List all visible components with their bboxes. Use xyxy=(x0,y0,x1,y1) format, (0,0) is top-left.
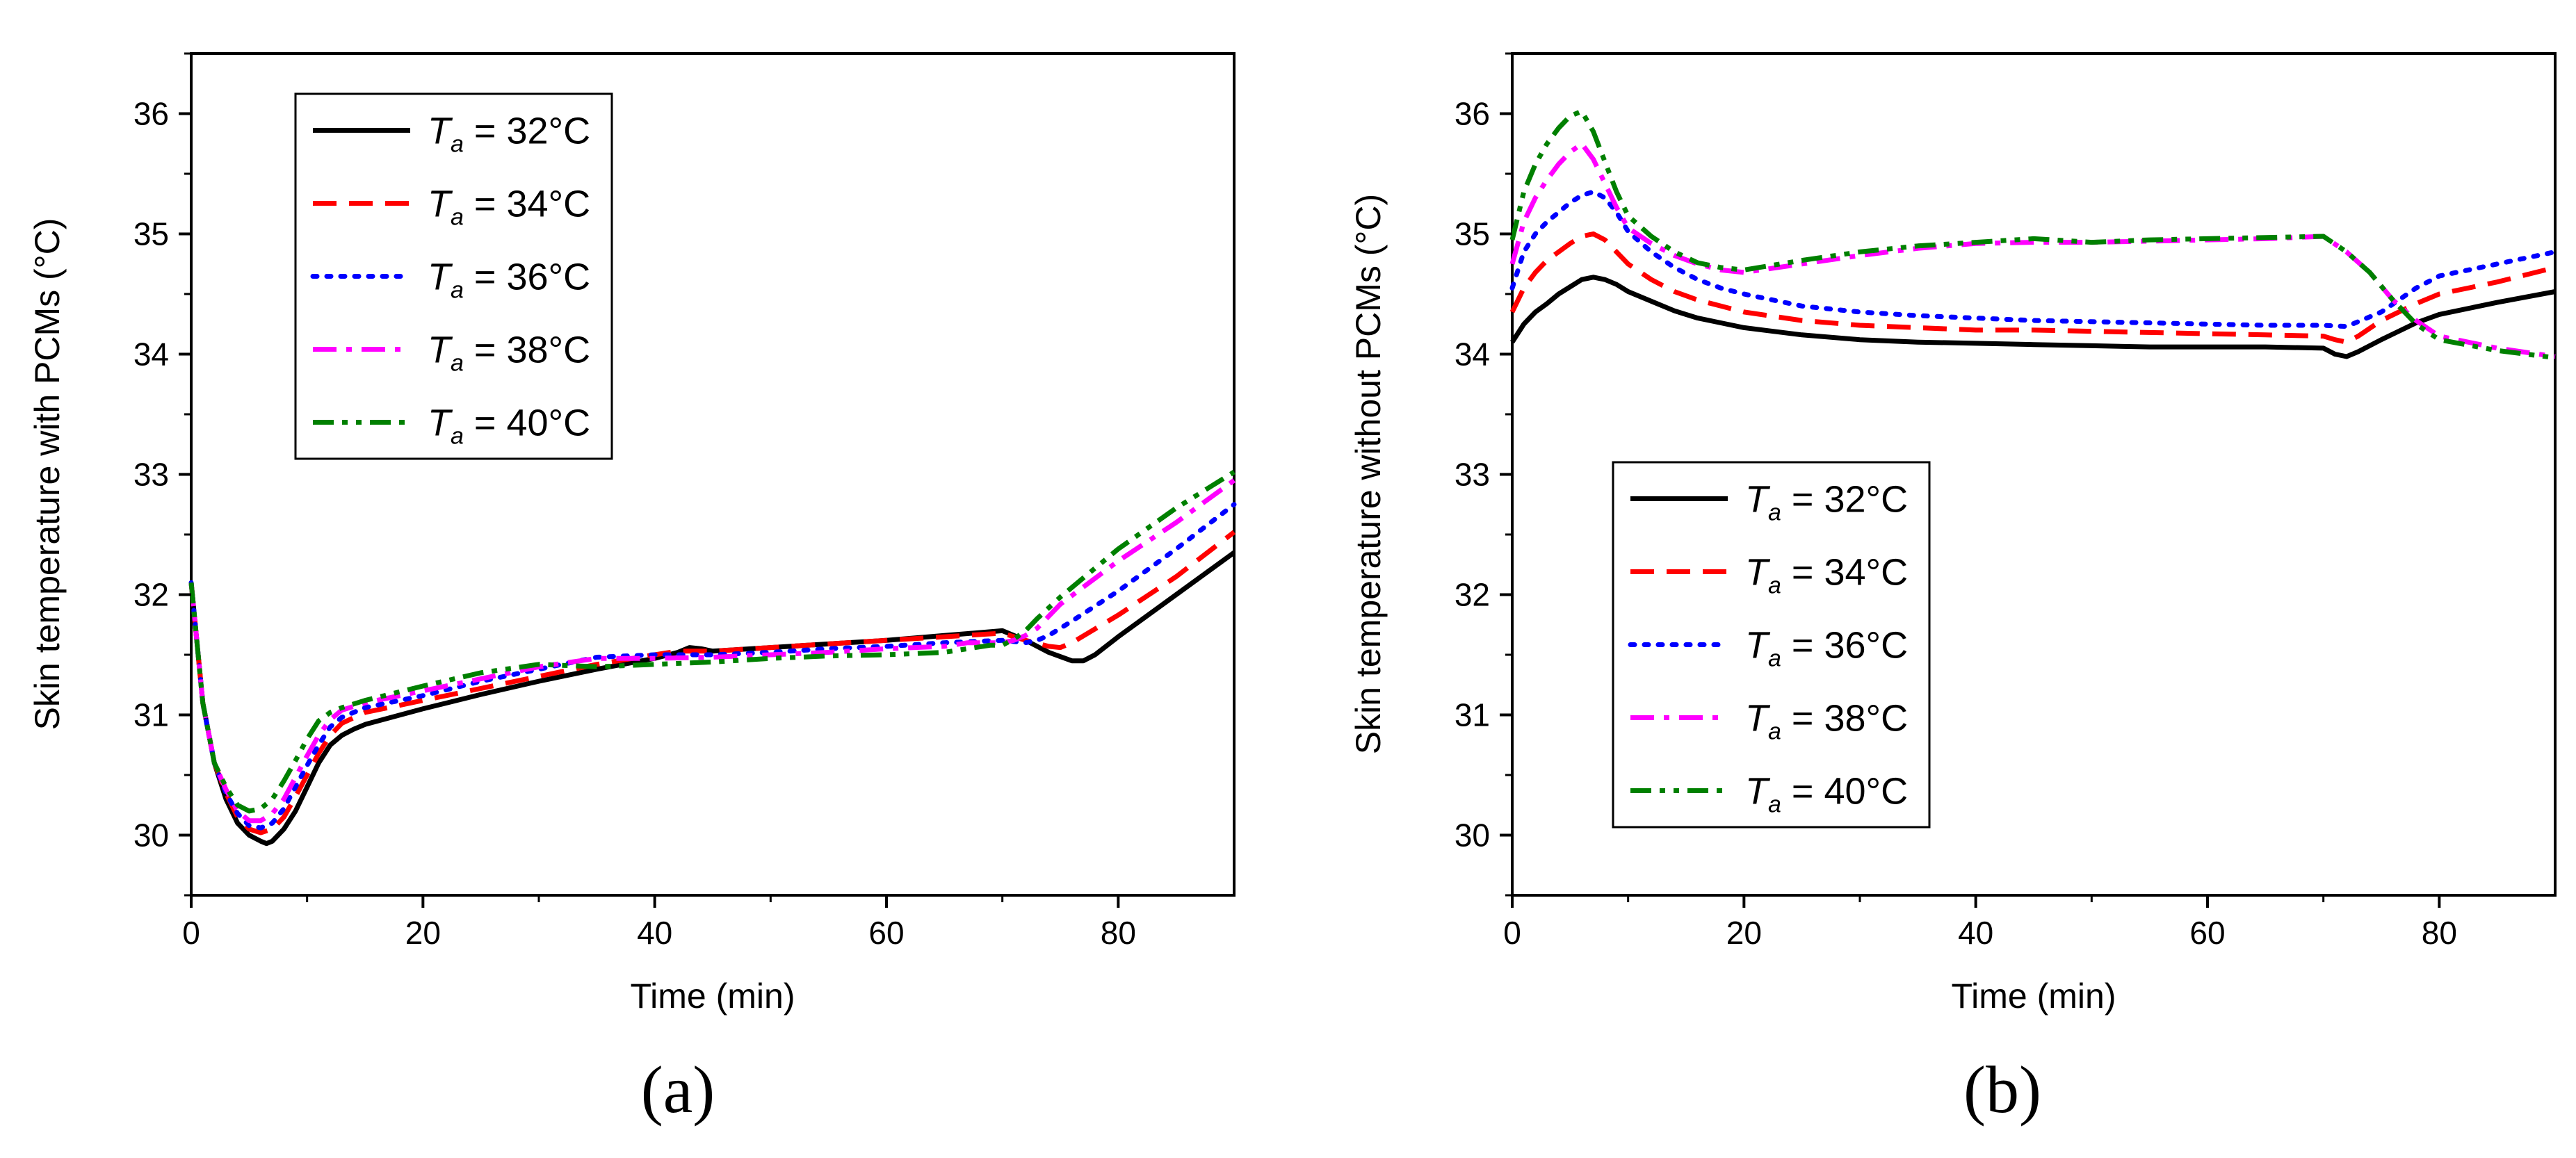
panel-b-x-tick-label: 40 xyxy=(1958,915,1993,951)
panel-b-legend-label-36: Ta = 36°C xyxy=(1745,625,1908,672)
panel-b-legend-label-38: Ta = 38°C xyxy=(1745,698,1908,745)
panel-b-legend-label-40: Ta = 40°C xyxy=(1745,771,1908,818)
panel-b-legend-label-32: Ta = 32°C xyxy=(1745,479,1908,526)
panel-b-y-tick-label: 31 xyxy=(1455,697,1490,733)
panel-a-series-group xyxy=(188,470,1237,847)
legend-subscript: a xyxy=(451,131,464,158)
legend-subscript: a xyxy=(1768,792,1781,818)
panel-a-y-tick-label: 34 xyxy=(133,336,169,373)
panel-a-x-tick-label: 40 xyxy=(637,915,672,951)
panel-a-y-tick-label: 32 xyxy=(133,577,169,613)
panel-a-legend: Ta = 32°CTa = 34°CTa = 36°CTa = 38°CTa =… xyxy=(294,92,613,460)
legend-symbol: T xyxy=(428,329,453,371)
legend-subscript: a xyxy=(451,204,464,231)
legend-value: = 32°C xyxy=(464,111,590,152)
panel-a-y-tick-label: 33 xyxy=(133,457,169,493)
panel-b-y-tick-label: 35 xyxy=(1455,216,1490,252)
panel-a-series-line-34 xyxy=(188,530,1236,835)
legend-subscript: a xyxy=(451,423,464,450)
panel-b-series-line-34 xyxy=(1509,231,2556,345)
legend-subscript: a xyxy=(1768,573,1781,599)
legend-symbol: T xyxy=(428,402,453,444)
legend-value: = 38°C xyxy=(1781,698,1908,740)
legend-symbol: T xyxy=(428,184,453,225)
legend-subscript: a xyxy=(1768,719,1781,745)
legend-value: = 36°C xyxy=(464,256,590,298)
panel-a-y-axis-title: Skin temperature with PCMs (°C) xyxy=(28,218,67,731)
panel-a-series-line-32 xyxy=(188,551,1236,847)
panel-b-series-line-40 xyxy=(1509,108,2556,361)
panel-a-legend-label-36: Ta = 36°C xyxy=(428,256,590,304)
panel-a-x-axis-title: Time (min) xyxy=(630,977,795,1016)
legend-subscript: a xyxy=(1768,500,1781,526)
legend-value: = 40°C xyxy=(464,402,590,444)
legend-symbol: T xyxy=(428,256,453,298)
panel-b-series-line-32 xyxy=(1510,275,2556,359)
panel-a-x-tick-label: 80 xyxy=(1101,915,1136,951)
panel-b-x-tick-label: 80 xyxy=(2422,915,2457,951)
panel-a-ticks: 0 20 40 60 80 30 31 32 33 34 35 36 xyxy=(133,52,1136,951)
panel-a-y-tick-label: 30 xyxy=(133,817,169,854)
panel-b-chart: 0 20 40 60 80 30 31 32 33 34 35 36 Time (min) Skin … xyxy=(1349,52,2558,1127)
panel-a-legend-label-40: Ta = 40°C xyxy=(428,402,590,450)
panel-b-series-line-36 xyxy=(1509,189,2558,329)
legend-subscript: a xyxy=(451,350,464,377)
panel-b-series-group xyxy=(1509,108,2558,361)
panel-a-chart: 0 20 40 60 80 30 31 32 33 34 35 36 Time (min) Skin … xyxy=(28,52,1237,1127)
panel-a-legend-label-34: Ta = 34°C xyxy=(428,184,590,231)
legend-subscript: a xyxy=(451,277,464,304)
panel-a-caption: (a) xyxy=(641,1052,715,1127)
panel-a-legend-box xyxy=(294,92,613,460)
panel-a-y-tick-label: 36 xyxy=(133,96,169,132)
legend-subscript: a xyxy=(1768,646,1781,672)
panel-b-x-tick-label: 0 xyxy=(1503,915,1521,951)
legend-value: = 40°C xyxy=(1781,771,1908,813)
legend-symbol: T xyxy=(1745,771,1771,813)
panel-a-x-tick-label: 60 xyxy=(868,915,904,951)
panel-b-legend-box xyxy=(1612,461,1931,829)
panel-b-legend-label-34: Ta = 34°C xyxy=(1745,552,1908,599)
legend-value: = 32°C xyxy=(1781,479,1908,521)
panel-a-x-tick-label: 0 xyxy=(182,915,200,951)
panel-b-y-axis-title: Skin temperature without PCMs (°C) xyxy=(1349,194,1388,754)
legend-value: = 34°C xyxy=(1781,552,1908,594)
panel-b-y-tick-label: 32 xyxy=(1455,577,1490,613)
panel-b-y-tick-label: 33 xyxy=(1455,457,1490,493)
legend-symbol: T xyxy=(1745,552,1771,594)
legend-symbol: T xyxy=(428,111,453,152)
legend-symbol: T xyxy=(1745,625,1771,667)
panel-b-y-tick-label: 36 xyxy=(1455,96,1490,132)
panel-b-x-tick-label: 20 xyxy=(1726,915,1762,951)
panel-b-legend: Ta = 32°CTa = 34°CTa = 36°CTa = 38°CTa =… xyxy=(1612,461,1931,829)
panel-a-x-tick-label: 20 xyxy=(405,915,441,951)
panel-a-legend-label-32: Ta = 32°C xyxy=(428,111,590,158)
panel-a-y-tick-label: 35 xyxy=(133,216,169,252)
panel-a-series-line-40 xyxy=(188,470,1236,814)
panel-a-y-tick-label: 31 xyxy=(133,697,169,733)
panel-a-legend-label-38: Ta = 38°C xyxy=(428,329,590,377)
panel-b-x-axis-title: Time (min) xyxy=(1951,977,2116,1016)
legend-value: = 34°C xyxy=(464,184,590,225)
legend-value: = 36°C xyxy=(1781,625,1908,667)
legend-symbol: T xyxy=(1745,479,1771,521)
panel-b-y-tick-label: 30 xyxy=(1455,817,1490,854)
panel-b-ticks: 0 20 40 60 80 30 31 32 33 34 35 36 xyxy=(1455,52,2457,951)
legend-value: = 38°C xyxy=(464,329,590,371)
panel-b-x-tick-label: 60 xyxy=(2189,915,2225,951)
panel-b-caption: (b) xyxy=(1963,1052,2041,1127)
panel-b-y-tick-label: 34 xyxy=(1455,336,1490,373)
legend-symbol: T xyxy=(1745,698,1771,740)
